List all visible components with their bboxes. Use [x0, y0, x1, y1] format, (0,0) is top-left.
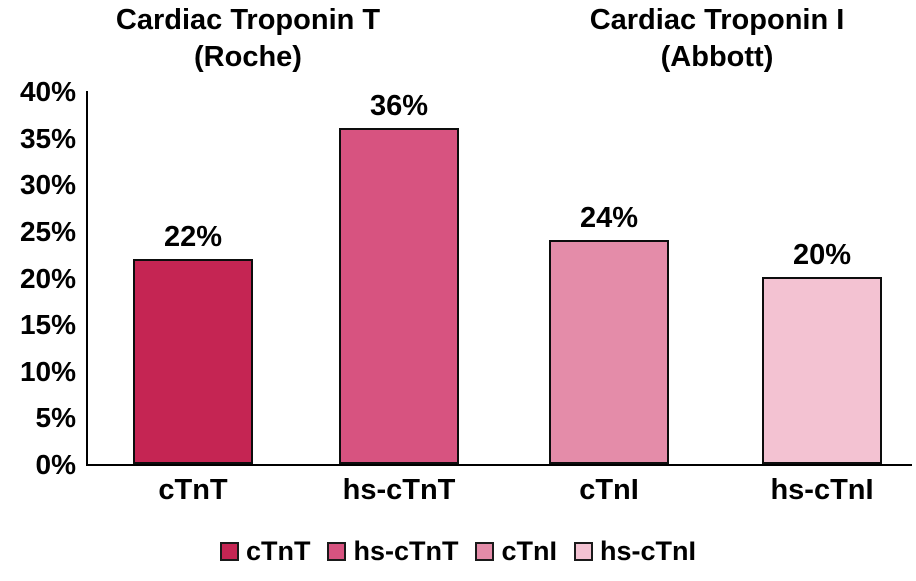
- bar-hs-cTnT: [339, 128, 459, 464]
- group-title-abbott: Cardiac Troponin I (Abbott): [589, 4, 845, 73]
- bar-value-label: 24%: [579, 202, 639, 234]
- bar-value-label: 22%: [163, 221, 223, 253]
- bar-value-label: 36%: [369, 90, 429, 122]
- x-tick-label: cTnI: [579, 474, 639, 506]
- group-title-roche: Cardiac Troponin T (Roche): [115, 4, 381, 73]
- legend: cTnT hs-cTnT cTnI hs-cTnI: [0, 533, 916, 569]
- bar-cTnI: [549, 240, 669, 464]
- y-tick-label: 5%: [35, 402, 76, 434]
- y-tick-label: 35%: [19, 122, 76, 154]
- legend-item: cTnI: [475, 536, 557, 566]
- legend-label: cTnI: [501, 536, 557, 566]
- bar-hs-cTnI: [762, 277, 882, 464]
- x-tick-label: hs-cTnT: [342, 474, 456, 506]
- y-tick-label: 30%: [19, 169, 76, 201]
- legend-label: cTnT: [245, 536, 311, 566]
- y-tick-label: 15%: [19, 309, 76, 341]
- y-tick-label: 25%: [19, 215, 76, 247]
- x-tick-label: cTnT: [158, 474, 228, 506]
- bar-value-label: 20%: [792, 239, 852, 271]
- legend-swatch: [219, 541, 239, 561]
- legend-label: hs-cTnI: [600, 536, 697, 566]
- y-axis-line: [86, 91, 88, 465]
- legend-swatch: [574, 541, 593, 561]
- legend-item: hs-cTnT: [327, 536, 458, 566]
- x-axis-line: [86, 464, 912, 466]
- y-tick-label: 0%: [35, 449, 76, 480]
- legend-item: cTnT: [219, 536, 311, 566]
- bar-cTnT: [133, 259, 253, 464]
- y-tick-label: 40%: [19, 76, 76, 107]
- y-tick-label: 10%: [19, 355, 76, 387]
- legend-swatch: [327, 541, 347, 561]
- legend-swatch: [475, 541, 495, 561]
- legend-label: hs-cTnT: [353, 536, 459, 566]
- x-tick-label: hs-cTnI: [770, 474, 874, 506]
- y-tick-label: 20%: [19, 262, 76, 294]
- legend-item: hs-cTnI: [574, 536, 696, 566]
